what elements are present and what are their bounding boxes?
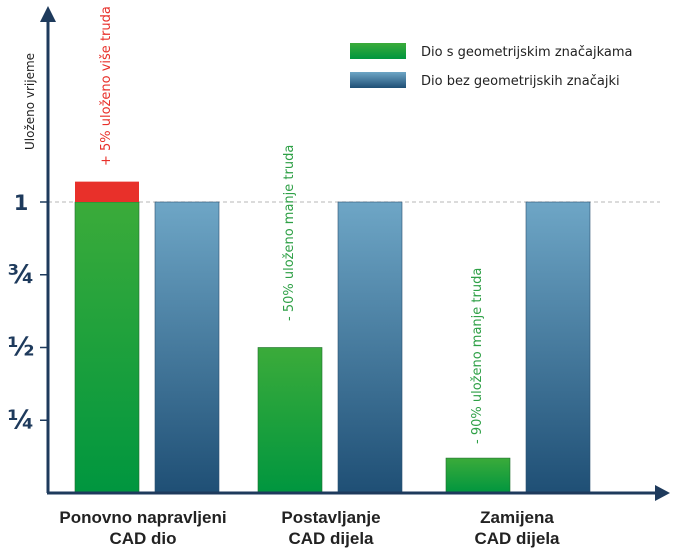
bar-without-features bbox=[525, 201, 591, 494]
category-label: Ponovno napravljeni bbox=[59, 508, 226, 527]
y-tick-label: ½ bbox=[8, 333, 35, 363]
effort-annotation: - 90% uloženo manje truda bbox=[470, 268, 485, 444]
x-axis-arrow-icon bbox=[655, 485, 670, 501]
bar-with-features bbox=[74, 201, 140, 494]
bar-with-features bbox=[445, 457, 511, 494]
effort-annotation: + 5% uloženo više truda bbox=[99, 6, 114, 166]
bar-with-features bbox=[257, 347, 323, 494]
y-axis-label: Uloženo vrijeme bbox=[23, 53, 37, 150]
y-axis-arrow-icon bbox=[40, 6, 56, 22]
y-tick-label: ¾ bbox=[8, 260, 35, 290]
category-label: CAD dijela bbox=[288, 529, 374, 548]
y-tick-label: ¼ bbox=[8, 405, 35, 435]
legend-swatch-green bbox=[350, 43, 406, 59]
category-label: Postavljanje bbox=[281, 508, 380, 527]
bar-without-features bbox=[154, 201, 220, 494]
bar-extra-effort bbox=[75, 181, 139, 202]
category-label: Zamijena bbox=[480, 508, 554, 527]
legend: Dio s geometrijskim značajkama Dio bez g… bbox=[350, 43, 633, 89]
legend-label-blue: Dio bez geometrijskih značajki bbox=[421, 74, 620, 89]
effort-annotation: - 50% uloženo manje truda bbox=[282, 145, 297, 321]
legend-swatch-blue bbox=[350, 72, 406, 88]
category-label: CAD dijela bbox=[474, 529, 560, 548]
y-tick-label: 1 bbox=[14, 191, 29, 215]
bar-without-features bbox=[337, 201, 403, 494]
legend-label-green: Dio s geometrijskim značajkama bbox=[421, 45, 633, 60]
category-label: CAD dio bbox=[109, 529, 176, 548]
